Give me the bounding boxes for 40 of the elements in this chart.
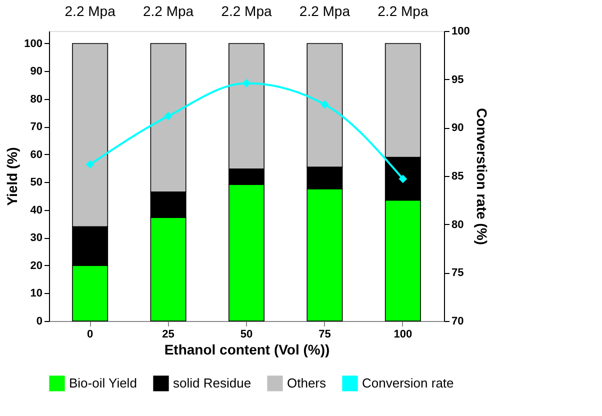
y-tick-label: 40	[30, 204, 42, 216]
legend-label: Others	[287, 375, 327, 390]
x-tick-label: 100	[394, 328, 412, 340]
y-tick-label: 20	[30, 260, 42, 272]
y2-tick-label: 70	[452, 316, 464, 328]
x-tick-label: 25	[162, 328, 174, 340]
x-tick-label: 0	[87, 328, 94, 340]
y-tick-label: 50	[30, 176, 42, 189]
y-axis-title: Yield (%)	[4, 147, 20, 206]
legend-label: solid Residue	[173, 375, 252, 390]
x-axis-title: Ethanol content (Vol (%))	[164, 342, 330, 358]
y-tick-label: 60	[30, 148, 42, 161]
text: 2.2 Mpa	[142, 3, 194, 19]
y-tick-label: 80	[30, 93, 42, 106]
point	[398, 174, 408, 184]
x-tick-label: 75	[318, 328, 331, 340]
text: 2.2 Mpa	[64, 3, 116, 19]
y-tick-label: 100	[24, 38, 42, 50]
y2-tick-label: 90	[452, 122, 464, 134]
y2-tick-label: 75	[452, 267, 464, 280]
text: 2.2 Mpa	[221, 3, 272, 19]
text: 2.2 Mpa	[378, 3, 428, 19]
y-tick-label: 0	[36, 316, 42, 328]
x-tick-label: 50	[240, 328, 253, 340]
y-tick-label: 90	[30, 66, 42, 78]
text: 2.2 Mpa	[299, 3, 350, 19]
y-tick-label: 10	[30, 288, 42, 300]
point	[86, 160, 94, 169]
point	[320, 100, 329, 109]
y2-axis-title: Converstion rate (%)	[474, 108, 490, 245]
point	[242, 79, 251, 88]
y2-tick-label: 85	[452, 170, 464, 182]
legend-label: Bio-oil Yield	[69, 375, 137, 390]
point	[164, 112, 172, 120]
y-tick-label: 30	[30, 232, 42, 244]
y2-tick-label: 95	[452, 74, 464, 86]
legend-label: Conversion rate	[362, 375, 454, 390]
y2-tick-label: 100	[452, 26, 470, 38]
y2-tick-label: 80	[452, 218, 464, 231]
y-tick-label: 70	[30, 121, 42, 134]
